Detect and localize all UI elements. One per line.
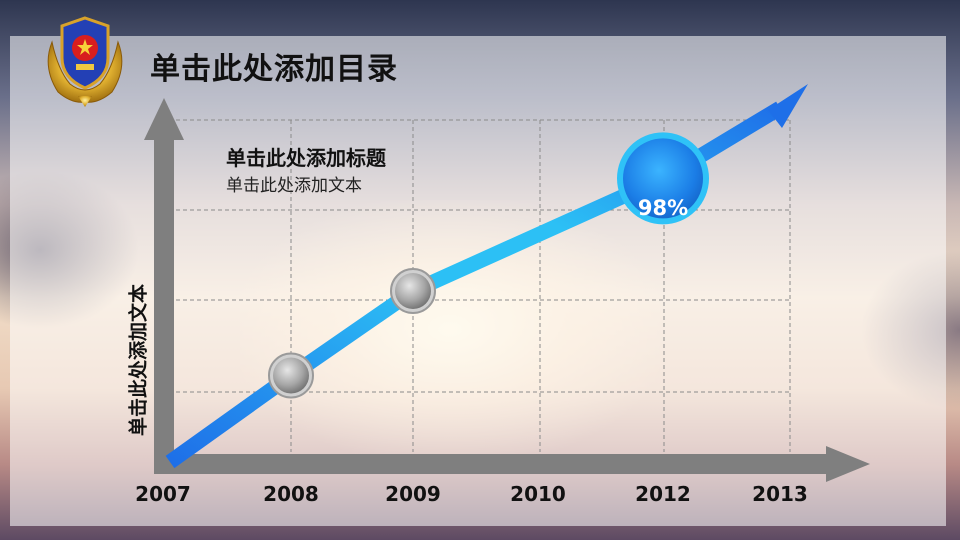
chart-markers <box>268 132 709 399</box>
chart-annotation-text: 单击此处添加文本 <box>226 176 362 196</box>
highlight-marker <box>623 138 703 219</box>
x-axis-bar <box>154 454 830 474</box>
police-emblem-logo <box>47 16 123 107</box>
x-tick-label: 2013 <box>752 482 808 506</box>
x-tick-label: 2010 <box>510 482 566 506</box>
data-point-marker <box>395 273 431 310</box>
highlight-marker-label: 98% <box>637 196 689 220</box>
chart-annotation-title: 单击此处添加标题 <box>226 146 386 170</box>
x-tick-label: 2009 <box>385 482 441 506</box>
chart-axes <box>144 98 870 482</box>
data-point-marker <box>273 357 309 394</box>
y-axis-bar <box>154 134 174 464</box>
x-tick-label: 2008 <box>263 482 319 506</box>
slide-title: 单击此处添加目录 <box>150 52 398 87</box>
series-arrow-tip <box>768 84 808 128</box>
x-tick-label: 2012 <box>635 482 691 506</box>
y-axis-label: 单击此处添加文本 <box>127 283 150 437</box>
y-axis-arrowhead <box>144 98 184 140</box>
chart-series <box>165 84 808 469</box>
x-tick-label: 2007 <box>135 482 191 506</box>
x-axis-arrowhead <box>826 446 870 482</box>
